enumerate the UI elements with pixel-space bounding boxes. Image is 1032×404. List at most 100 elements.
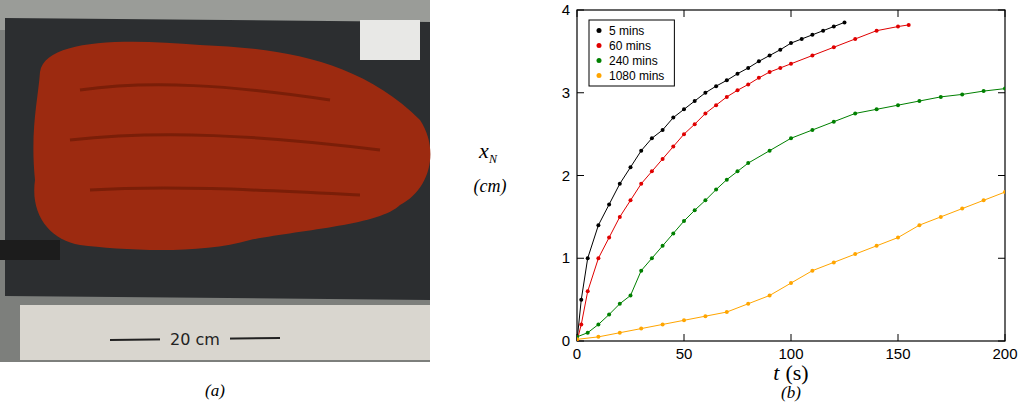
legend-label: 240 mins [609,54,658,68]
series-line [577,22,845,341]
y-axis-unit: (cm) [474,176,507,197]
data-point [661,322,665,326]
data-point [693,208,697,212]
photo-annotation: 20 cm [170,330,220,349]
data-point [746,66,750,70]
x-axis-symbol: t [773,360,780,385]
data-point [671,231,675,235]
data-point [746,302,750,306]
data-point [917,223,921,227]
data-point [1003,190,1005,194]
series-line [577,89,1005,337]
data-point [768,149,772,153]
data-point [757,59,761,63]
data-point [832,25,836,29]
y-tick [998,10,1005,11]
axes: 05010015020001234 [562,1,1018,362]
data-point [629,293,633,297]
data-point [746,82,750,86]
data-point [939,95,943,99]
legend-marker [597,28,602,33]
data-point [703,314,707,318]
legend-marker [597,58,602,63]
y-axis-subscript: N [488,152,498,166]
data-point [853,37,857,41]
x-tick-label: 150 [885,345,910,362]
data-point [853,111,857,115]
x-tick [898,10,899,17]
data-point [596,256,600,260]
y-tick-label: 2 [562,167,570,184]
data-point [671,145,675,149]
data-point [832,45,836,49]
data-point [896,25,900,29]
y-tick [998,341,1005,342]
data-point [629,198,633,202]
y-tick-label: 3 [562,84,570,101]
photo: 20 cm [0,0,430,362]
plot-marks [577,20,1005,341]
y-tick [998,92,1005,93]
data-point [778,48,782,52]
legend-label: 60 mins [609,39,651,53]
data-point [725,310,729,314]
x-tick [1005,10,1006,17]
panel-label: (b) [781,383,801,402]
x-tick [791,334,792,341]
data-point [725,78,729,82]
data-point [703,91,707,95]
legend-box [589,20,674,86]
x-axis-unit: (s) [785,360,808,385]
photo-ground [0,0,430,362]
data-point [671,116,675,120]
data-point [586,331,590,335]
data-point [875,244,879,248]
data-point [821,29,825,33]
data-point [960,207,964,211]
data-point [789,62,793,66]
photo-tape [0,240,60,260]
y-axis-title: xN [478,138,498,166]
data-point [661,157,665,161]
data-point [579,322,583,326]
y-tick-label: 0 [562,332,570,349]
data-point [682,318,686,322]
data-point [607,313,611,317]
data-point [810,269,814,273]
data-point [768,293,772,297]
y-tick [998,258,1005,259]
data-point [579,298,583,302]
photo-annotation-patch [160,330,230,350]
data-point [810,33,814,37]
series-line [577,25,909,341]
data-point [618,215,622,219]
data-point [639,269,643,273]
data-point [907,23,911,27]
data-point [853,252,857,256]
data-point [960,92,964,96]
data-point [746,161,750,165]
data-point [703,198,707,202]
data-point [682,219,686,223]
data-point [736,72,740,76]
data-point [607,202,611,206]
y-tick-label: 1 [562,249,570,266]
photo-plate [5,18,430,300]
data-point [639,149,643,153]
data-point [682,132,686,136]
y-axis-symbol: x [478,138,489,163]
data-point [725,178,729,182]
x-tick [791,10,792,17]
data-point [693,99,697,103]
photo-paper [20,305,430,360]
legend-label: 5 mins [609,24,644,38]
data-point [596,322,600,326]
photo-ketchup [33,42,430,250]
data-point [917,99,921,103]
data-point [768,54,772,58]
data-point [639,327,643,331]
data-point [661,128,665,132]
data-point [896,103,900,107]
data-point [789,41,793,45]
data-point [725,95,729,99]
